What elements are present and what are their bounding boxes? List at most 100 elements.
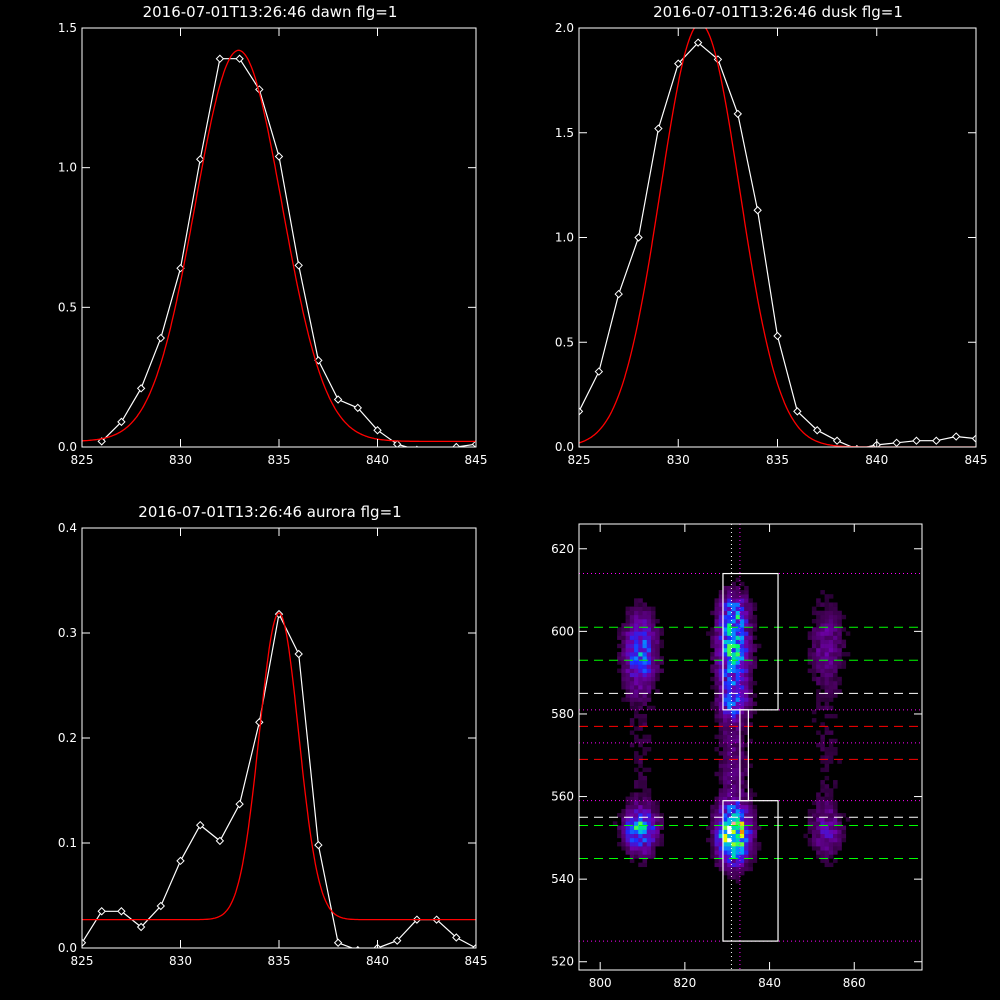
heatmap-cell xyxy=(735,713,741,719)
heatmap-cell xyxy=(828,664,834,669)
heatmap-cell xyxy=(655,804,660,810)
heatmap-cell xyxy=(722,602,728,607)
heatmap-cell xyxy=(659,631,664,636)
heatmap-cell xyxy=(638,850,643,855)
heatmap-cell xyxy=(820,780,825,785)
heatmap-cell xyxy=(811,837,817,843)
heatmap-cell xyxy=(816,841,821,847)
heatmap-cell xyxy=(820,618,825,624)
heatmap-cell xyxy=(735,788,741,793)
heatmap-cell xyxy=(735,643,741,649)
heatmap-cell xyxy=(731,808,736,814)
heatmap-cell xyxy=(646,697,652,702)
heatmap-cell xyxy=(811,808,817,814)
heatmap-cell xyxy=(650,656,656,661)
heatmap-cell xyxy=(744,771,749,777)
heatmap-cell xyxy=(739,709,745,715)
heatmap-cell xyxy=(816,742,821,748)
heatmap-cell xyxy=(629,689,635,694)
heatmap-cell xyxy=(811,656,817,661)
heatmap-cell xyxy=(629,858,635,863)
heatmap-cell xyxy=(718,866,724,872)
heatmap-cell xyxy=(727,594,732,599)
heatmap-cell xyxy=(748,598,753,603)
heatmap-cell xyxy=(638,780,643,785)
heatmap-cell xyxy=(824,825,830,830)
heatmap-cell xyxy=(718,672,724,678)
heatmap-cell xyxy=(824,606,830,612)
heatmap-cell xyxy=(752,829,758,835)
heatmap-cell xyxy=(739,821,745,826)
heatmap-cell xyxy=(816,813,821,818)
heatmap-cell xyxy=(820,602,825,607)
heatmap-cell xyxy=(727,718,732,723)
heatmap-cell xyxy=(811,652,817,657)
data-point xyxy=(634,233,643,242)
heatmap-cell xyxy=(718,680,724,686)
heatmap-cell xyxy=(739,767,745,773)
heatmap-cell xyxy=(820,627,825,632)
heatmap-cell xyxy=(714,718,720,723)
heatmap-cell xyxy=(735,755,741,760)
heatmap-cell xyxy=(617,627,622,632)
heatmap-cell xyxy=(629,808,635,814)
heatmap-cell xyxy=(735,813,741,818)
heatmap-cell xyxy=(828,850,834,855)
heatmap-cell xyxy=(816,614,821,620)
heatmap-cell xyxy=(718,738,724,744)
data-point xyxy=(117,417,126,427)
heatmap-cell xyxy=(824,676,830,682)
heatmap-cell xyxy=(625,846,631,851)
heatmap-cell xyxy=(718,602,724,607)
heatmap-cell xyxy=(650,618,656,624)
heatmap-cell xyxy=(803,833,808,839)
heatmap-cell xyxy=(841,825,847,830)
heatmap-cell xyxy=(621,825,626,830)
heatmap-cell xyxy=(727,697,732,702)
heatmap-cell xyxy=(744,685,749,690)
heatmap-cell xyxy=(638,718,643,723)
heatmap-cell xyxy=(752,709,758,715)
heatmap-cell xyxy=(731,693,736,698)
heatmap-cell xyxy=(735,602,741,607)
heatmap-cell xyxy=(638,775,643,781)
heatmap-cell xyxy=(739,606,745,612)
heatmap-cell xyxy=(659,837,664,843)
heatmap-cell xyxy=(638,796,643,801)
heatmap-cell xyxy=(824,701,830,706)
heatmap-cell xyxy=(642,800,648,806)
heatmap-cell xyxy=(811,606,817,612)
heatmap-cell xyxy=(727,693,732,698)
heatmap-cell xyxy=(617,660,622,665)
heatmap-cell xyxy=(744,594,749,599)
heatmap-cell xyxy=(646,610,652,616)
heatmap-cell xyxy=(837,759,842,764)
heatmap-cell xyxy=(739,697,745,702)
heatmap-cell xyxy=(629,833,635,839)
heatmap-cell xyxy=(722,763,728,768)
heatmap-cell xyxy=(744,833,749,839)
heatmap-cell xyxy=(727,713,732,719)
heatmap-cell xyxy=(833,804,838,810)
heatmap-cell xyxy=(710,808,715,814)
heatmap-cell xyxy=(833,623,838,628)
heatmap-cell xyxy=(828,656,834,661)
heatmap-cell xyxy=(629,652,635,657)
heatmap-cell xyxy=(710,627,715,632)
heatmap-cell xyxy=(837,676,842,682)
heatmap-cell xyxy=(727,759,732,764)
heatmap-cell xyxy=(739,660,745,665)
heatmap-cell xyxy=(646,813,652,818)
heatmap-cell xyxy=(748,697,753,702)
heatmap-cell xyxy=(646,747,652,752)
heatmap-cell xyxy=(744,705,749,711)
heatmap-cell xyxy=(718,858,724,863)
heatmap-cell xyxy=(735,614,741,620)
heatmap-cell xyxy=(722,614,728,620)
heatmap-cell xyxy=(722,792,728,797)
heatmap-cell xyxy=(642,804,648,810)
heatmap-cell xyxy=(828,862,834,868)
heatmap-cell xyxy=(727,767,732,773)
heatmap-cell xyxy=(642,747,648,752)
heatmap-cell xyxy=(727,862,732,868)
